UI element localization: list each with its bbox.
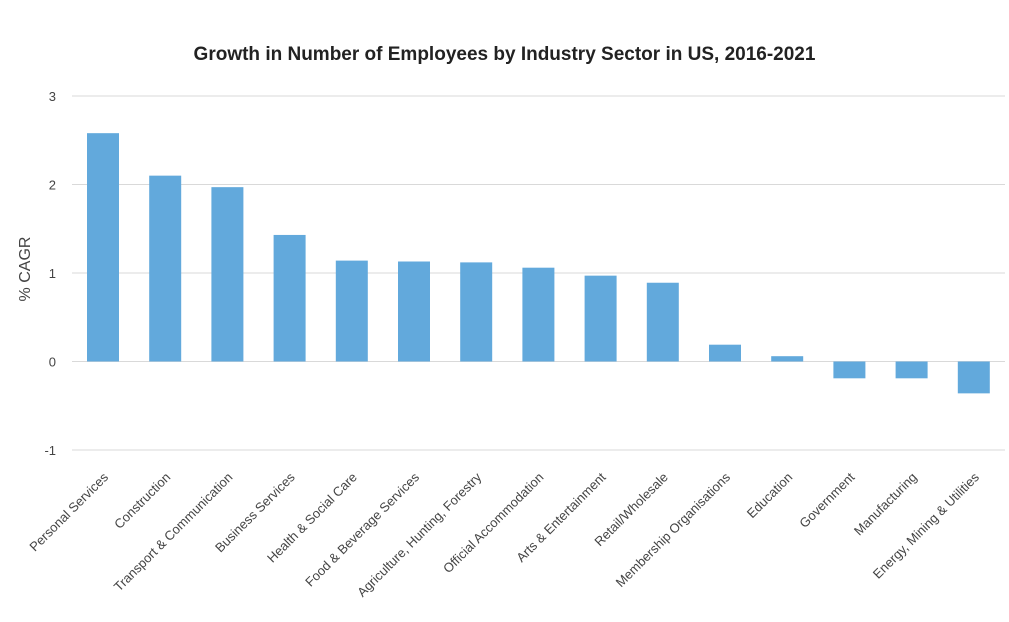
y-tick-label: 2 [49,178,56,193]
bar [709,344,741,362]
bar [895,361,928,379]
y-tick-label: 1 [49,266,56,281]
y-tick-label: 3 [49,89,56,104]
y-tick-label: 0 [49,355,56,370]
x-category-label: Energy, Mining & Utilities [870,469,982,581]
bar [771,356,804,362]
bar [584,275,617,362]
bar [398,261,430,362]
bar [957,361,990,394]
x-category-label: Manufacturing [851,470,920,539]
bar [273,234,306,362]
bar [522,267,555,362]
x-category-label: Government [796,469,857,530]
bar [646,282,679,362]
x-category-label: Membership Organisations [613,469,734,590]
x-category-label: Agriculture, Hunting, Forestry [354,469,485,600]
x-category-label: Education [744,470,795,521]
y-tick-label: -1 [44,443,56,458]
x-category-label: Transport & Communication [111,470,236,595]
x-category-label: Personal Services [26,469,111,554]
bar [87,133,119,362]
bar [335,260,368,362]
bar [833,361,866,379]
chart-title: Growth in Number of Employees by Industr… [193,44,816,65]
bar [460,262,493,362]
bar [149,175,182,362]
x-category-label: Official Accommodation [440,470,546,576]
bar [211,187,244,362]
y-axis-title: % CAGR [17,237,34,302]
x-category-label: Food & Beverage Services [302,469,422,589]
x-category-label: Construction [111,470,173,532]
